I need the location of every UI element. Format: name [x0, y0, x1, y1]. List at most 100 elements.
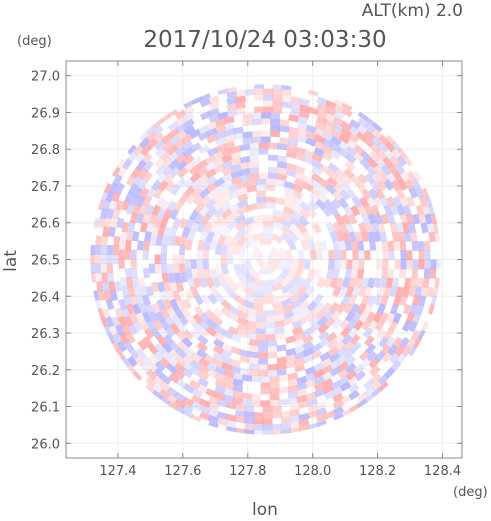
negative-velocity-cell [414, 286, 423, 298]
positive-velocity-cell [382, 259, 389, 270]
negative-velocity-cell [139, 285, 148, 297]
negative-velocity-cell [388, 250, 395, 260]
positive-velocity-cell [208, 402, 220, 411]
positive-velocity-cell [255, 333, 266, 341]
positive-velocity-cell [295, 230, 306, 243]
positive-velocity-cell [166, 400, 178, 412]
negative-velocity-cell [203, 239, 212, 251]
positive-velocity-cell [220, 254, 227, 265]
negative-velocity-cell [226, 109, 238, 118]
positive-velocity-cell [332, 116, 345, 127]
negative-velocity-cell [213, 207, 225, 219]
negative-velocity-cell [334, 249, 341, 260]
negative-velocity-cell [357, 398, 369, 410]
negative-velocity-cell [420, 222, 429, 234]
negative-velocity-cell [155, 196, 166, 208]
negative-velocity-cell [298, 292, 310, 304]
negative-velocity-cell [196, 221, 206, 234]
positive-velocity-cell [182, 353, 195, 365]
positive-velocity-cell [369, 365, 381, 377]
negative-velocity-cell [426, 222, 435, 234]
positive-velocity-cell [305, 379, 317, 389]
positive-velocity-cell [236, 323, 248, 332]
negative-velocity-cell [121, 307, 130, 319]
positive-velocity-cell [418, 250, 425, 261]
negative-velocity-cell [133, 186, 143, 199]
positive-velocity-cell [381, 240, 389, 251]
positive-velocity-cell [131, 370, 143, 383]
positive-velocity-cell [258, 364, 268, 371]
y-tick-label: 26.6 [31, 217, 60, 232]
positive-velocity-cell [139, 221, 148, 233]
positive-velocity-cell [252, 214, 264, 223]
positive-velocity-cell [227, 280, 239, 293]
positive-velocity-cell [278, 374, 289, 382]
negative-velocity-cell [228, 190, 240, 200]
positive-velocity-cell [376, 179, 388, 192]
positive-velocity-cell [290, 96, 301, 105]
positive-velocity-cell [221, 147, 233, 157]
positive-velocity-cell [364, 222, 374, 234]
negative-velocity-cell [329, 359, 341, 370]
positive-velocity-cell [296, 222, 308, 234]
positive-velocity-cell [185, 239, 193, 251]
positive-velocity-cell [343, 302, 354, 315]
chart-title: 2017/10/24 03:03:30 [143, 27, 386, 53]
negative-velocity-cell [159, 290, 169, 302]
negative-velocity-cell [290, 298, 303, 309]
positive-velocity-cell [395, 286, 404, 298]
positive-velocity-cell [299, 314, 312, 325]
positive-velocity-cell [324, 316, 336, 328]
positive-velocity-cell [309, 249, 317, 260]
negative-velocity-cell [345, 362, 357, 374]
positive-velocity-cell [146, 369, 158, 381]
positive-velocity-cell [272, 233, 284, 244]
negative-velocity-cell [343, 348, 356, 359]
negative-velocity-cell [176, 160, 188, 171]
positive-velocity-cell [233, 243, 242, 256]
negative-velocity-cell [241, 398, 253, 406]
positive-velocity-cell [214, 372, 226, 382]
negative-velocity-cell [179, 272, 188, 284]
negative-velocity-cell [160, 263, 168, 274]
positive-velocity-cell [226, 103, 238, 112]
negative-velocity-cell [226, 288, 239, 300]
positive-velocity-cell [260, 382, 271, 389]
negative-velocity-cell [199, 230, 209, 242]
negative-velocity-cell [296, 375, 308, 385]
negative-velocity-cell [121, 285, 130, 297]
negative-velocity-cell [311, 159, 323, 170]
negative-velocity-cell [321, 371, 334, 382]
negative-velocity-cell [190, 359, 202, 370]
positive-velocity-cell [327, 346, 339, 357]
positive-velocity-cell [358, 286, 367, 298]
negative-velocity-cell [243, 236, 256, 248]
negative-velocity-cell [396, 155, 407, 167]
positive-velocity-cell [182, 298, 193, 310]
positive-velocity-cell [298, 299, 311, 311]
positive-velocity-cell [112, 208, 121, 220]
positive-velocity-cell [393, 295, 402, 307]
negative-velocity-cell [94, 263, 102, 274]
positive-velocity-cell [223, 382, 235, 391]
positive-velocity-cell [95, 235, 103, 246]
negative-velocity-cell [323, 390, 336, 400]
positive-velocity-cell [248, 172, 260, 180]
negative-velocity-cell [373, 277, 382, 289]
negative-velocity-cell [291, 210, 303, 221]
negative-velocity-cell [404, 231, 412, 242]
positive-velocity-cell [291, 325, 304, 336]
negative-velocity-cell [197, 131, 210, 142]
positive-velocity-cell [313, 134, 326, 144]
positive-velocity-cell [212, 151, 225, 161]
negative-velocity-cell [384, 367, 396, 379]
positive-velocity-cell [182, 329, 194, 341]
positive-velocity-cell [246, 185, 257, 193]
negative-velocity-cell [243, 279, 255, 290]
negative-velocity-cell [226, 254, 233, 265]
y-axis-label: lat [1, 250, 21, 272]
positive-velocity-cell [172, 290, 182, 302]
positive-velocity-cell [243, 229, 255, 240]
negative-velocity-cell [303, 259, 311, 271]
negative-velocity-cell [131, 230, 140, 242]
